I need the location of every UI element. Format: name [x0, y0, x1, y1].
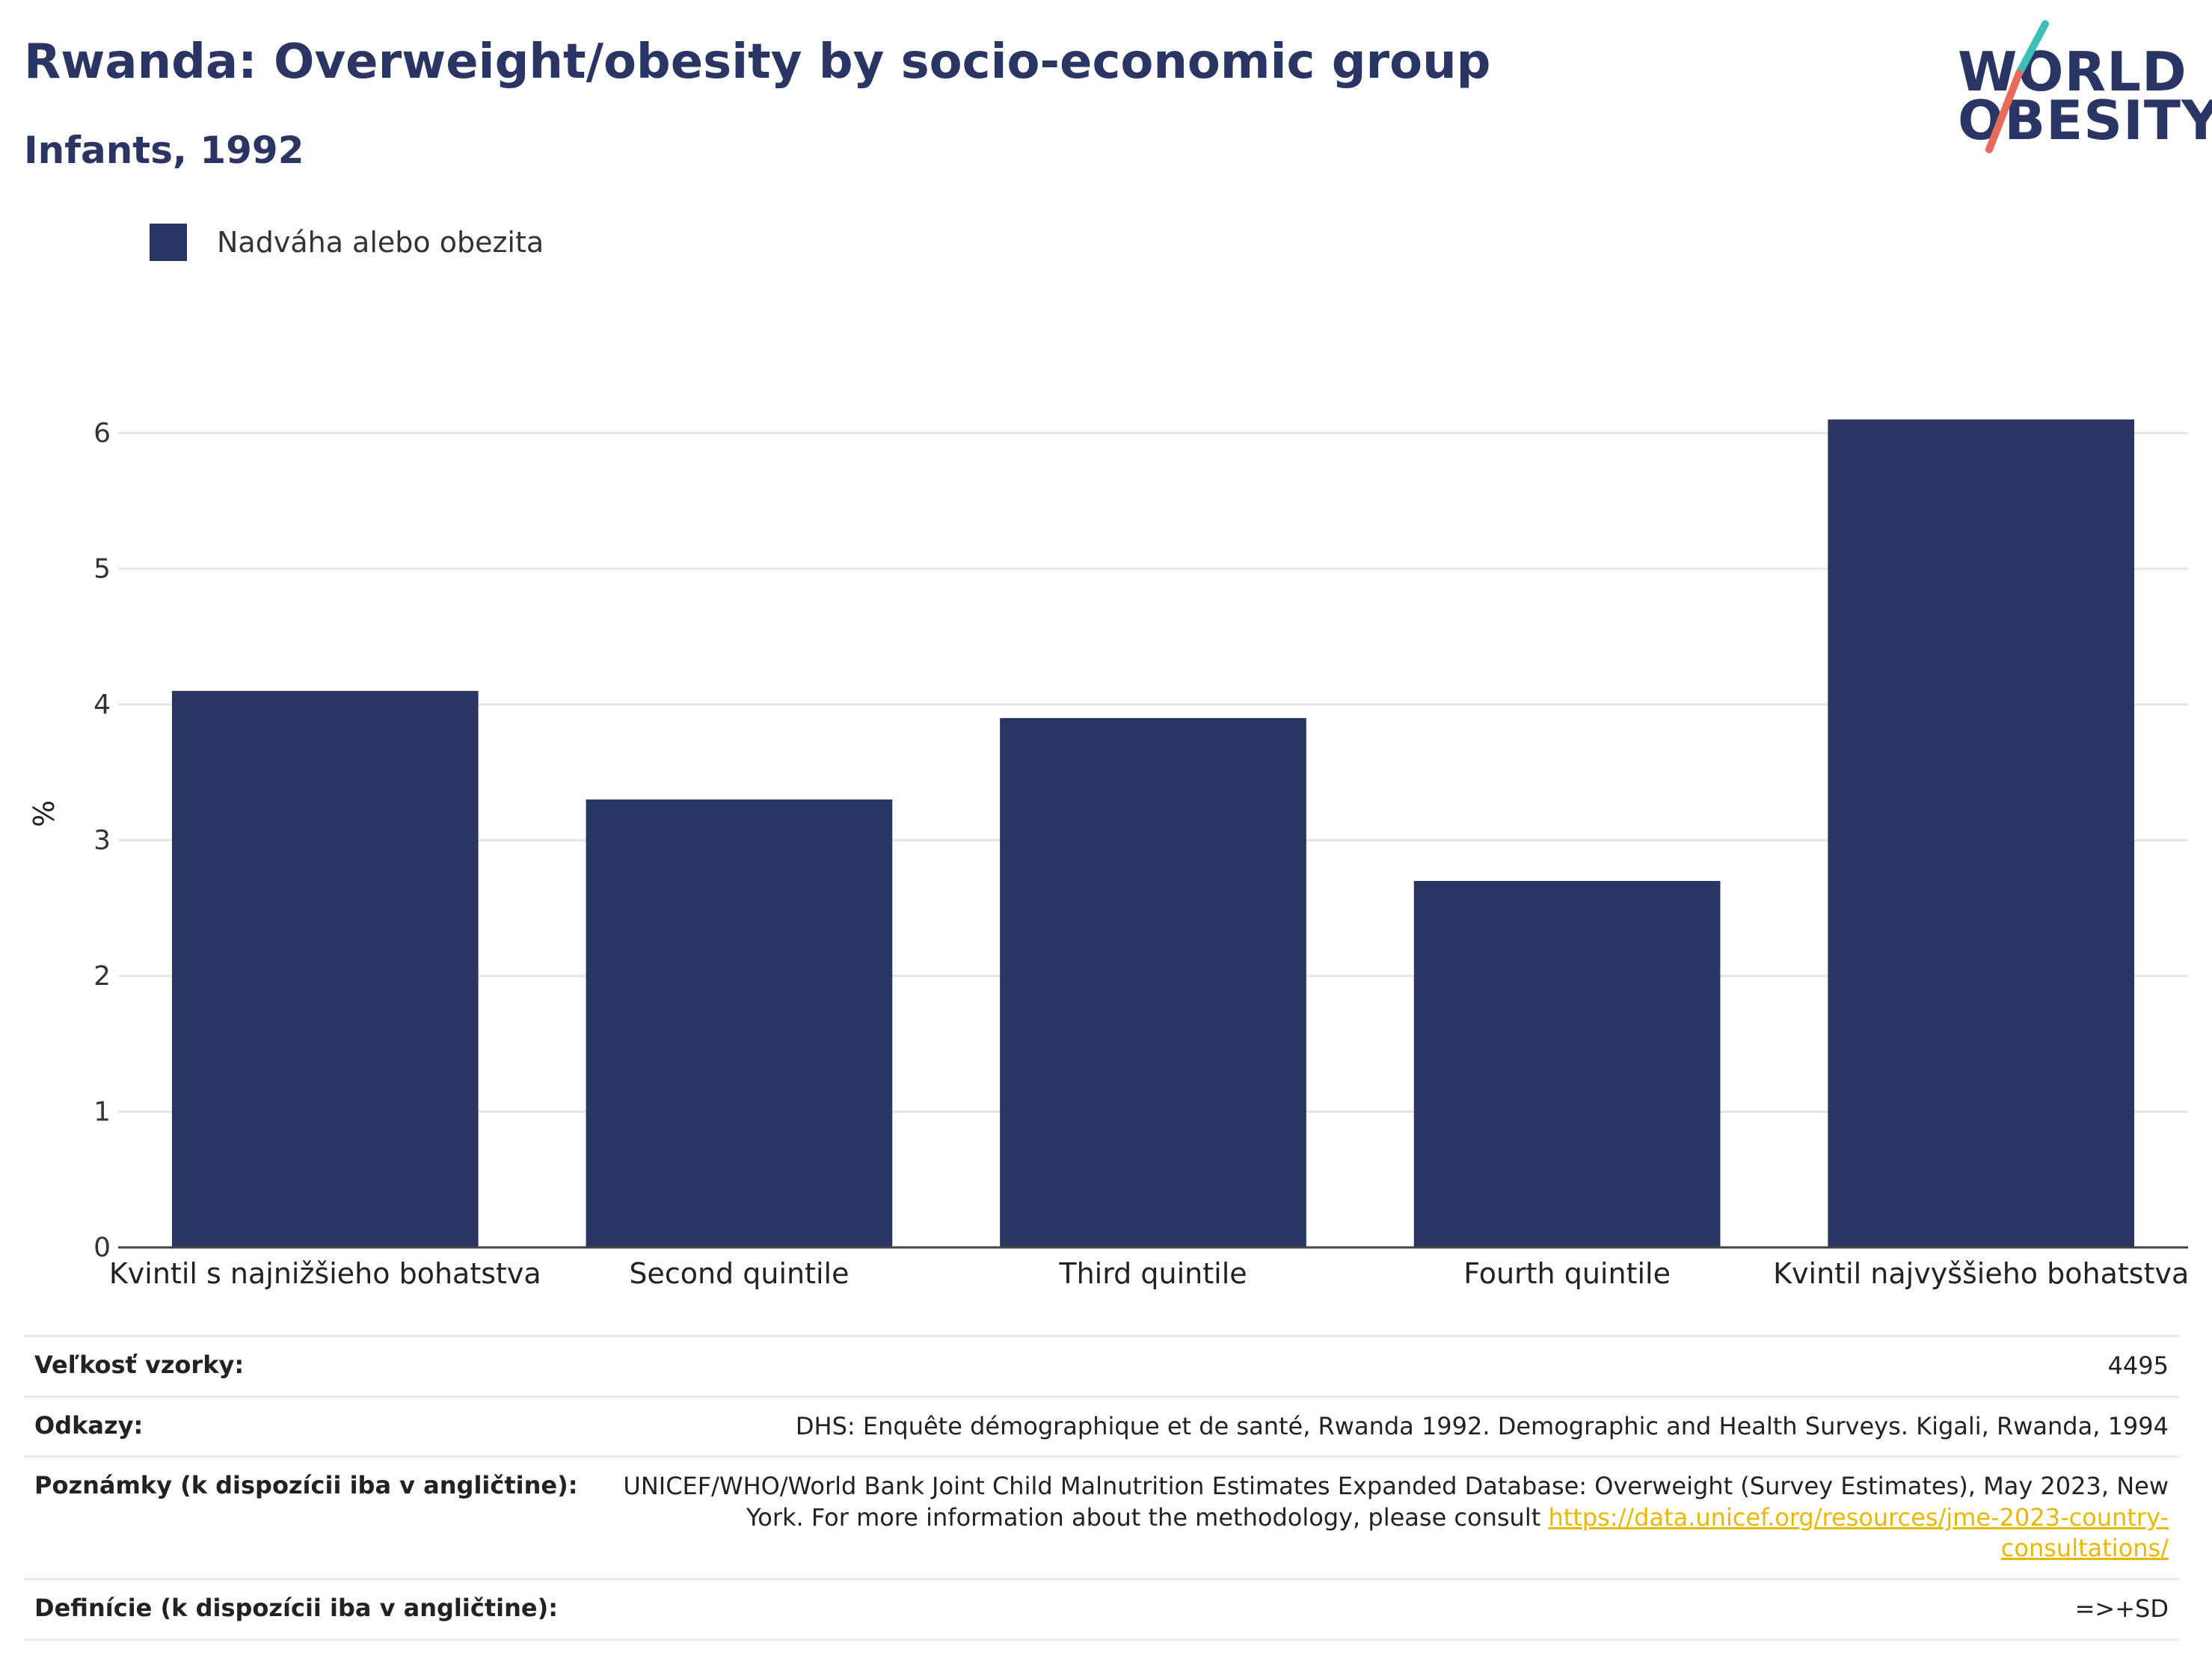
- y-tick-label: 5: [93, 554, 111, 585]
- notes-text-line1: UNICEF/WHO/World Bank Joint Child Malnut…: [623, 1472, 2169, 1501]
- references-value: DHS: Enquête démographique et de santé, …: [795, 1411, 2169, 1440]
- y-tick-label: 2: [93, 961, 111, 992]
- bar-chart: 0 1 2 3 4 5 6 Kvintil s najnižšieho bohatstva Se…: [28, 418, 2189, 1290]
- definitions-value: =>+SD: [2074, 1594, 2169, 1623]
- chart-title: Rwanda: Overweight/obesity by socio-econ…: [24, 34, 1491, 90]
- notes-text-line2: York. For more information about the met…: [746, 1502, 1541, 1532]
- y-tick-label: 6: [93, 418, 111, 449]
- footer-row-sample: Veľkosť vzorky: 4495: [24, 1335, 2179, 1395]
- sample-size-value: 4495: [2107, 1351, 2169, 1380]
- y-tick-label: 1: [93, 1097, 111, 1128]
- x-category-label: Fourth quintile: [1463, 1257, 1671, 1290]
- world-obesity-logo[interactable]: WORLD OBESITY: [1944, 15, 2212, 157]
- footer-row-notes: Poznámky (k dispozícii iba v angličtine)…: [24, 1455, 2179, 1578]
- y-tick-label: 0: [93, 1232, 111, 1263]
- references-label: Odkazy:: [34, 1410, 144, 1440]
- bar-5[interactable]: [1828, 419, 2135, 1247]
- chart-subtitle: Infants, 1992: [24, 129, 304, 172]
- x-category-label: Kvintil s najnižšieho bohatstva: [109, 1257, 541, 1290]
- notes-label: Poznámky (k dispozícii iba v angličtine)…: [34, 1471, 578, 1500]
- definitions-label: Definície (k dispozícii iba v angličtine…: [34, 1593, 558, 1622]
- footer-row-references: Odkazy: DHS: Enquête démographique et de…: [24, 1395, 2179, 1456]
- chart-footer: Veľkosť vzorky: 4495 Odkazy: DHS: Enquêt…: [24, 1335, 2179, 1641]
- bar-2[interactable]: [586, 799, 893, 1247]
- notes-value: UNICEF/WHO/World Bank Joint Child Malnut…: [608, 1471, 2169, 1565]
- y-axis-title: %: [28, 800, 61, 827]
- bar-4[interactable]: [1413, 880, 1721, 1247]
- bar-1[interactable]: [171, 690, 479, 1247]
- footer-row-definitions: Definície (k dispozícii iba v angličtine…: [24, 1577, 2179, 1641]
- x-category-label: Third quintile: [1058, 1257, 1247, 1290]
- sample-size-label: Veľkosť vzorky:: [34, 1351, 245, 1379]
- x-category-label: Second quintile: [629, 1257, 849, 1290]
- methodology-link[interactable]: https://data.unicef.org/resources/jme-20…: [1548, 1502, 2169, 1563]
- bars: [171, 419, 2135, 1247]
- legend-swatch: [150, 224, 187, 261]
- logo-word-world: WORLD: [1958, 40, 2187, 103]
- bar-3[interactable]: [1000, 718, 1306, 1247]
- logo-slash-icon: [1985, 20, 2049, 153]
- legend-label: Nadváha alebo obezita: [217, 226, 544, 259]
- y-tick-label: 4: [93, 690, 111, 720]
- chart-legend[interactable]: Nadváha alebo obezita: [150, 223, 544, 262]
- x-category-label: Kvintil najvyššieho bohatstva: [1773, 1257, 2189, 1290]
- axes: 0 1 2 3 4 5 6 Kvintil s najnižšieho bohatstva Se…: [93, 418, 2189, 1290]
- y-tick-label: 3: [93, 826, 111, 856]
